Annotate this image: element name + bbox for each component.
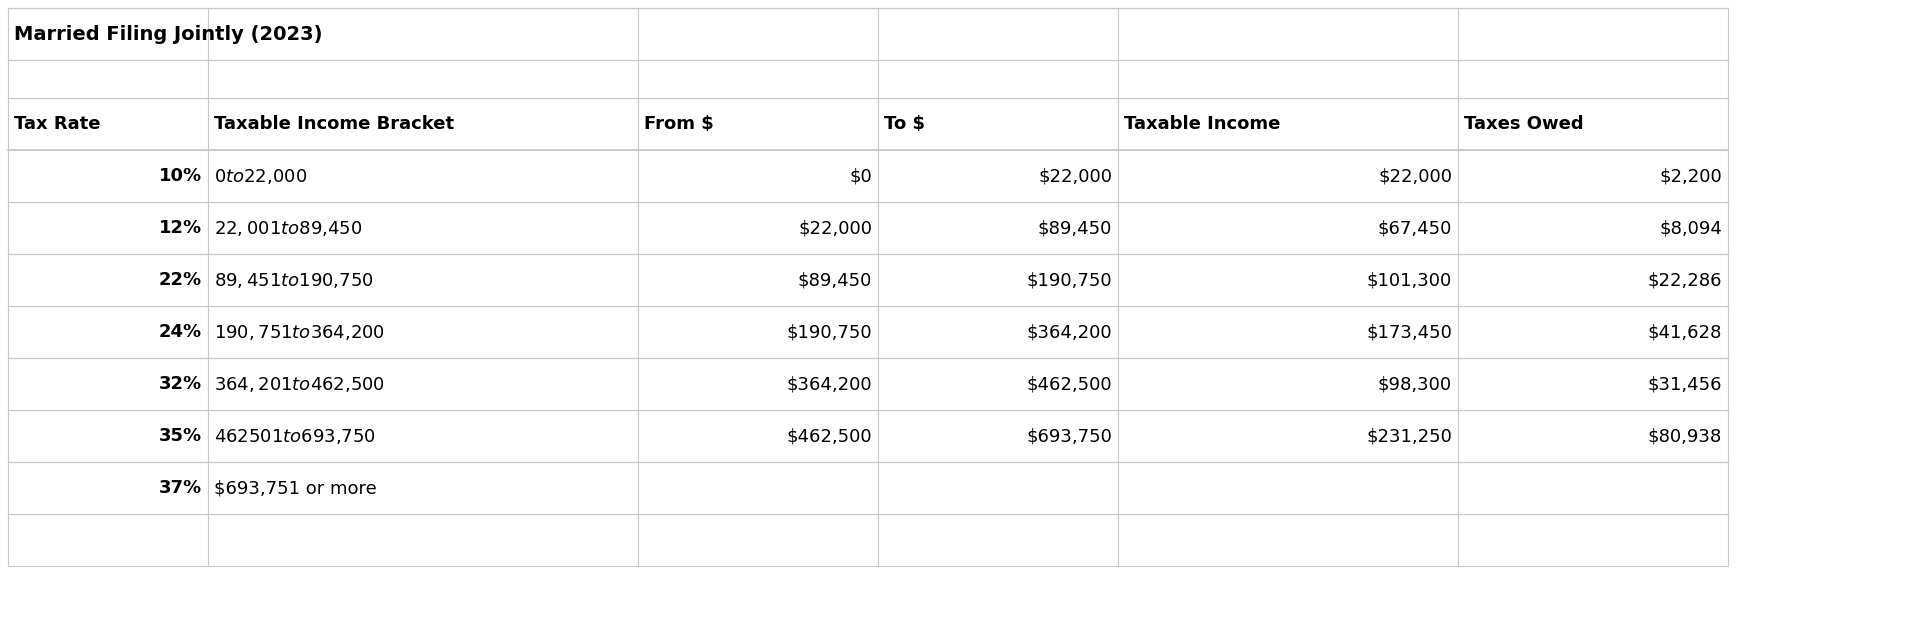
Text: $67,450: $67,450 (1379, 219, 1452, 237)
Text: To $: To $ (883, 115, 925, 133)
Bar (8, 150, 1728, 202)
Bar (8, 462, 1728, 514)
Text: $173,450: $173,450 (1367, 323, 1452, 341)
Bar (8, 8, 1728, 60)
Text: Taxable Income Bracket: Taxable Income Bracket (213, 115, 455, 133)
Text: 24%: 24% (159, 323, 202, 341)
Text: $89,450: $89,450 (797, 271, 872, 289)
Text: $231,250: $231,250 (1367, 427, 1452, 445)
Text: Tax Rate: Tax Rate (13, 115, 100, 133)
Text: $190,751 to $364,200: $190,751 to $364,200 (213, 323, 386, 342)
Text: $0: $0 (849, 167, 872, 185)
Text: $462,500: $462,500 (787, 427, 872, 445)
Bar (8, 358, 1728, 410)
Text: Taxable Income: Taxable Income (1123, 115, 1281, 133)
Text: $31,456: $31,456 (1647, 375, 1722, 393)
Bar (8, 202, 1728, 254)
Bar (8, 60, 1728, 98)
Text: $0 to $22,000: $0 to $22,000 (213, 166, 307, 186)
Text: $89,450: $89,450 (1037, 219, 1112, 237)
Text: $190,750: $190,750 (787, 323, 872, 341)
Text: $22,286: $22,286 (1647, 271, 1722, 289)
Bar (8, 410, 1728, 462)
Text: $462,500: $462,500 (1027, 375, 1112, 393)
Text: 12%: 12% (159, 219, 202, 237)
Text: $364,201 to $462,500: $364,201 to $462,500 (213, 374, 386, 394)
Text: $22,000: $22,000 (1039, 167, 1112, 185)
Text: From $: From $ (643, 115, 714, 133)
Text: $22,000: $22,000 (799, 219, 872, 237)
Text: 10%: 10% (159, 167, 202, 185)
Bar (8, 254, 1728, 306)
Text: $41,628: $41,628 (1647, 323, 1722, 341)
Text: $98,300: $98,300 (1379, 375, 1452, 393)
Text: $364,200: $364,200 (1027, 323, 1112, 341)
Text: $190,750: $190,750 (1027, 271, 1112, 289)
Text: Married Filing Jointly (2023): Married Filing Jointly (2023) (13, 24, 323, 44)
Text: $364,200: $364,200 (787, 375, 872, 393)
Text: $8,094: $8,094 (1659, 219, 1722, 237)
Text: $22,000: $22,000 (1379, 167, 1452, 185)
Text: $2,200: $2,200 (1659, 167, 1722, 185)
Text: $80,938: $80,938 (1647, 427, 1722, 445)
Bar (8, 306, 1728, 358)
Text: $89,451 to $190,750: $89,451 to $190,750 (213, 271, 374, 289)
Text: $22,001 to $89,450: $22,001 to $89,450 (213, 218, 363, 237)
Text: 32%: 32% (159, 375, 202, 393)
Text: 37%: 37% (159, 479, 202, 497)
Text: $462501 to $693,750: $462501 to $693,750 (213, 426, 376, 445)
Text: 35%: 35% (159, 427, 202, 445)
Bar (8, 98, 1728, 150)
Bar (8, 514, 1728, 566)
Text: Taxes Owed: Taxes Owed (1463, 115, 1584, 133)
Text: $693,751 or more: $693,751 or more (213, 479, 376, 497)
Text: 22%: 22% (159, 271, 202, 289)
Text: $693,750: $693,750 (1025, 427, 1112, 445)
Text: $101,300: $101,300 (1367, 271, 1452, 289)
